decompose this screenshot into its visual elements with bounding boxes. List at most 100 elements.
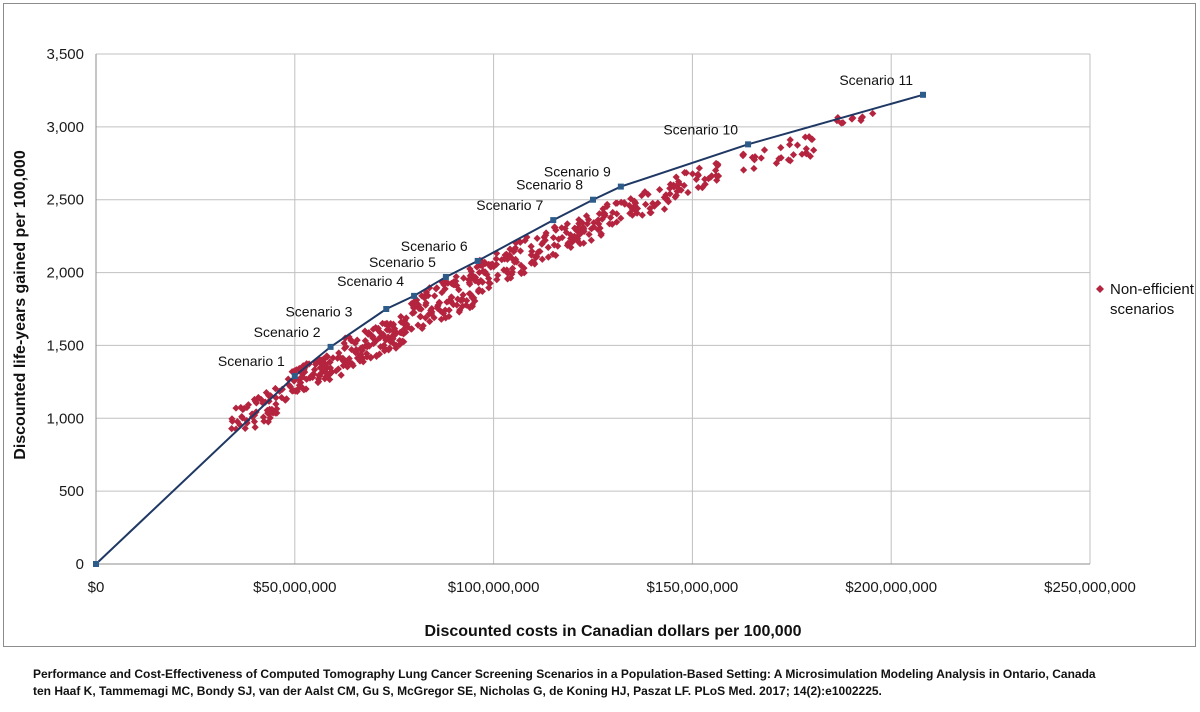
non-efficient-point [352,349,360,357]
non-efficient-point [802,149,810,157]
non-efficient-point [580,225,588,233]
non-efficient-point [326,364,335,372]
non-efficient-point [367,331,376,339]
non-efficient-point [357,344,365,352]
frontier-marker [411,292,418,299]
non-efficient-point [452,277,460,285]
non-efficient-point [682,169,690,177]
non-efficient-point [259,399,267,407]
non-efficient-point [278,393,286,402]
non-efficient-point [240,404,248,412]
non-efficient-point [459,291,467,299]
non-efficient-point [435,298,443,306]
non-efficient-point [342,343,350,351]
non-efficient-point [456,306,464,314]
scatter-chart: 0 500 1,000 1,500 2,000 2,500 3,000 3,500 $0 $50,… [12,46,1195,640]
non-efficient-point [502,250,510,258]
non-efficient-point [493,249,501,257]
citation-authors: ten Haaf K, Tammemagi MC, Bondy SJ, van … [33,684,882,698]
non-efficient-point [426,317,434,326]
non-efficient-point [638,191,646,200]
chart-frame: 0 500 1,000 1,500 2,000 2,500 3,000 3,500 $0 $50,… [3,3,1196,647]
non-efficient-point [361,337,369,345]
legend-label: Non-efficient scenarios [1110,281,1195,318]
non-efficient-point [335,349,343,357]
non-efficient-point [417,312,425,321]
non-efficient-point [612,199,620,207]
x-tick-label: $100,000,000 [448,579,540,596]
non-efficient-point [250,395,259,404]
non-efficient-point [375,327,383,335]
non-efficient-point [503,275,512,283]
y-tick-label: 0 [76,556,84,573]
non-efficient-point [477,277,485,285]
non-efficient-point [410,298,418,306]
non-efficient-point [471,297,479,305]
non-efficient-point [707,173,715,181]
non-efficient-point [356,351,364,359]
non-efficient-point [628,205,636,213]
non-efficient-point [528,258,536,266]
non-efficient-point [760,146,769,154]
non-efficient-point [563,220,571,228]
non-efficient-point [777,143,785,152]
non-efficient-point [739,166,748,174]
y-tick-label: 2,500 [46,192,84,209]
non-efficient-point [587,236,595,244]
non-efficient-point [351,339,359,347]
non-efficient-point [493,276,501,284]
non-efficient-point [397,313,405,321]
non-efficient-point [337,371,345,379]
non-efficient-point [418,324,426,333]
non-efficient-point [672,173,680,181]
non-efficient-point [527,242,535,250]
non-efficient-point [428,304,436,313]
non-efficient-point [349,362,357,370]
non-efficient-point [507,274,515,282]
non-efficient-point [701,180,709,188]
non-efficient-point [286,383,294,391]
non-efficient-point [445,297,453,305]
non-efficient-point [647,209,655,217]
non-efficient-point [549,250,557,258]
non-efficient-point [389,335,397,343]
legend-marker [1096,285,1104,293]
x-tick-label: $250,000,000 [1044,579,1136,596]
non-efficient-point [273,409,281,417]
non-efficient-point [660,193,668,201]
non-efficient-point [238,413,246,421]
non-efficient-point [410,304,418,312]
non-efficient-point [339,362,347,370]
non-efficient-point [590,219,598,227]
non-efficient-point [417,305,425,313]
citation-title: Performance and Cost-Effectiveness of Co… [33,667,1096,681]
non-efficient-point [309,370,318,378]
non-efficient-point [688,170,697,178]
non-efficient-point [470,294,478,302]
non-efficient-point [327,369,335,377]
scenario-label: Scenario 1 [218,353,285,369]
non-efficient-point [544,243,552,251]
non-efficient-point [312,359,320,367]
non-efficient-point [370,339,378,348]
non-efficient-point [408,325,416,333]
non-efficient-point [430,314,438,322]
non-efficient-point [323,353,332,361]
non-efficient-point [772,159,781,167]
non-efficient-point [399,330,408,338]
non-efficient-point [389,320,397,328]
non-efficient-point [595,210,604,218]
non-efficient-point [542,231,550,239]
x-tick-label: $50,000,000 [253,579,336,596]
non-efficient-point [644,190,652,198]
non-efficient-point [660,205,669,213]
y-axis-title: Discounted life-years gained per 100,000 [12,150,29,460]
non-efficient-point [528,247,536,255]
non-efficient-point [869,109,877,118]
non-efficient-point [748,153,757,162]
non-efficient-point [692,175,700,183]
non-efficient-point [356,357,364,365]
scenario-label: Scenario 3 [285,303,352,319]
non-efficient-point [527,251,535,259]
non-efficient-point [295,364,303,373]
